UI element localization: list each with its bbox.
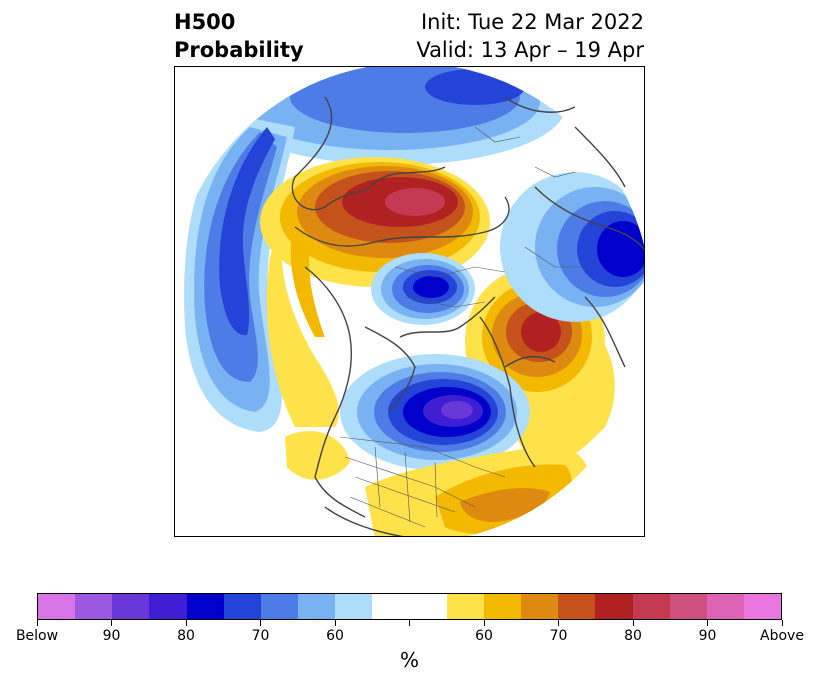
- borders: [339, 126, 585, 528]
- colorbar-swatch: [446, 594, 484, 619]
- colorbar-tick: [36, 620, 38, 626]
- coastlines: [291, 96, 644, 536]
- anomaly-shading: [184, 67, 644, 536]
- colorbar-tick-label: 90: [102, 628, 121, 644]
- title-variable: H500: [174, 10, 236, 34]
- colorbar-tick-label: Above: [760, 628, 804, 644]
- colorbar-swatch: [75, 594, 113, 619]
- map-canvas: [184, 67, 644, 536]
- colorbar-tick-label: 70: [251, 628, 270, 644]
- colorbar-swatch: [632, 594, 670, 619]
- colorbar-swatch: [409, 594, 447, 619]
- colorbar-tick: [632, 620, 634, 626]
- colorbar-tick: [558, 620, 559, 626]
- title-right: Init: Tue 22 Mar 2022 Valid: 13 Apr – 19…: [416, 8, 644, 64]
- colorbar-tick-label: 60: [326, 628, 344, 644]
- colorbar-swatch: [260, 594, 299, 619]
- colorbar-swatch: [706, 594, 744, 619]
- colorbar-tick-label: 90: [698, 628, 717, 644]
- colorbar-swatch: [38, 594, 76, 619]
- colorbar-swatch: [298, 594, 336, 619]
- init-date: Init: Tue 22 Mar 2022: [420, 10, 644, 34]
- colorbar-swatch: [521, 594, 559, 619]
- colorbar-tick: [483, 620, 485, 626]
- colorbar-tick-label: 60: [475, 628, 493, 644]
- colorbar-tick: [334, 620, 336, 626]
- colorbar-tick: [185, 620, 187, 626]
- colorbar-swatch: [112, 594, 150, 619]
- title-left: H500 Probability: [174, 8, 304, 64]
- colorbar-swatch: [335, 594, 373, 619]
- colorbar-tick-label: 80: [624, 628, 642, 644]
- colorbar-swatch: [595, 594, 633, 619]
- colorbar-tick: [781, 620, 783, 626]
- probability-map: [174, 66, 645, 537]
- colorbar-unit-label: %: [399, 648, 419, 672]
- colorbar-tick: [409, 620, 410, 626]
- colorbar-tick: [707, 620, 708, 626]
- colorbar-swatch: [558, 594, 596, 619]
- colorbar-tick-label: 70: [549, 628, 568, 644]
- colorbar-swatch: [743, 594, 782, 619]
- colorbar-swatch: [223, 594, 261, 619]
- colorbar-swatch: [149, 594, 187, 619]
- colorbar-swatch: [483, 594, 522, 619]
- colorbar-swatch: [186, 594, 224, 619]
- colorbar-tick-label: 80: [177, 628, 195, 644]
- title-type: Probability: [174, 38, 304, 62]
- colorbar-tick: [111, 620, 112, 626]
- colorbar-tick: [260, 620, 261, 626]
- colorbar-swatch: [669, 594, 707, 619]
- colorbar-tick-label: Below: [15, 628, 59, 644]
- valid-range: Valid: 13 Apr – 19 Apr: [416, 38, 644, 62]
- colorbar-swatch: [372, 594, 410, 619]
- colorbar: [37, 593, 782, 620]
